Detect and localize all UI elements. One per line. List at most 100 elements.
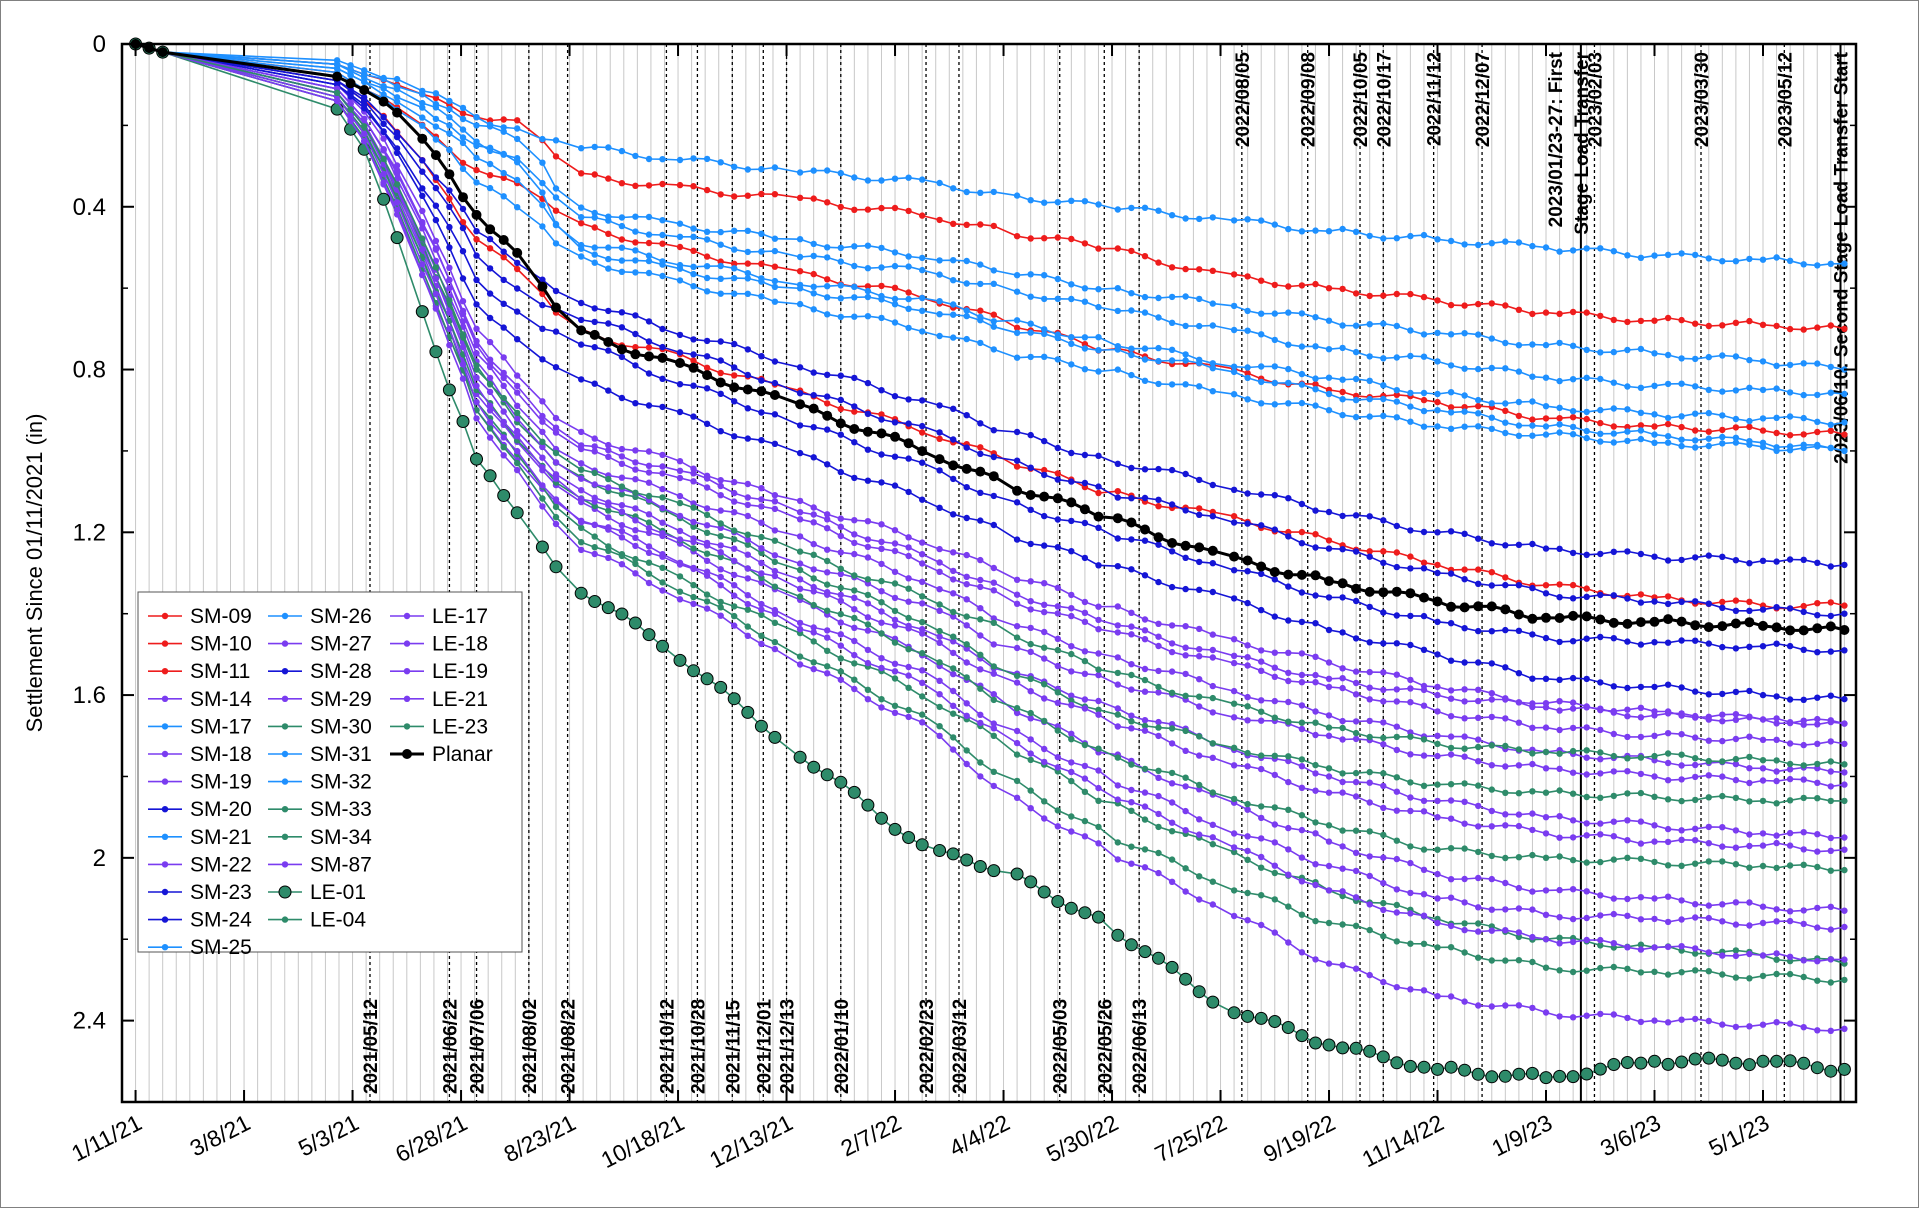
data-point bbox=[459, 219, 467, 226]
data-point bbox=[905, 713, 912, 721]
data-point bbox=[963, 659, 970, 666]
data-point bbox=[1569, 817, 1577, 824]
data-point bbox=[851, 283, 858, 290]
data-point bbox=[990, 222, 997, 230]
data-point bbox=[837, 313, 844, 321]
data-point bbox=[676, 156, 684, 164]
data-point bbox=[810, 424, 817, 431]
data-point bbox=[905, 263, 912, 270]
data-point bbox=[1786, 447, 1794, 454]
data-point bbox=[1054, 754, 1062, 761]
data-point bbox=[1196, 831, 1203, 838]
data-point bbox=[950, 334, 957, 341]
data-point bbox=[1597, 406, 1604, 414]
data-point bbox=[500, 369, 507, 377]
data-point bbox=[977, 307, 984, 314]
data-point bbox=[1258, 853, 1265, 861]
data-point bbox=[1434, 236, 1441, 243]
data-point bbox=[950, 638, 957, 645]
event-label: 2023/06/10: Second Stage Load Transfer S… bbox=[1832, 51, 1853, 464]
data-point bbox=[1095, 603, 1102, 610]
data-point bbox=[1339, 675, 1346, 682]
data-point bbox=[1141, 627, 1149, 634]
data-point bbox=[1230, 636, 1238, 643]
data-point bbox=[676, 596, 684, 603]
data-point bbox=[950, 436, 957, 443]
data-point bbox=[1434, 919, 1441, 927]
data-point bbox=[1258, 217, 1265, 224]
data-point bbox=[1339, 843, 1346, 850]
data-point bbox=[1719, 258, 1726, 265]
data-point bbox=[1182, 827, 1189, 834]
data-point bbox=[1624, 318, 1631, 326]
data-point bbox=[744, 512, 751, 520]
data-point bbox=[1420, 528, 1428, 536]
data-point bbox=[632, 330, 639, 338]
data-point bbox=[1664, 710, 1672, 717]
data-point bbox=[1312, 280, 1319, 288]
data-point bbox=[1678, 797, 1685, 805]
data-point bbox=[1168, 819, 1176, 826]
data-point bbox=[1095, 616, 1102, 624]
data-point bbox=[810, 290, 817, 297]
series-sm-24 bbox=[132, 40, 1848, 656]
series-sm-28 bbox=[132, 40, 1848, 703]
data-point bbox=[1366, 733, 1373, 741]
data-point bbox=[1054, 544, 1062, 551]
data-point bbox=[1447, 797, 1455, 804]
data-point bbox=[1651, 822, 1658, 829]
data-point bbox=[878, 560, 885, 568]
data-point bbox=[1209, 560, 1217, 567]
event-label: 2022/08/05 bbox=[1233, 52, 1254, 148]
data-point bbox=[1556, 429, 1563, 436]
data-point bbox=[807, 760, 821, 774]
data-point bbox=[1773, 956, 1780, 963]
data-point bbox=[1583, 967, 1590, 974]
data-point bbox=[659, 485, 666, 493]
data-point bbox=[1759, 691, 1767, 699]
data-point bbox=[1678, 862, 1685, 869]
data-point bbox=[1230, 744, 1238, 751]
data-point bbox=[875, 811, 888, 825]
data-point bbox=[1692, 734, 1699, 741]
data-point bbox=[1597, 245, 1604, 252]
data-point bbox=[1569, 834, 1577, 841]
data-point bbox=[1678, 436, 1685, 443]
data-point bbox=[1746, 255, 1753, 263]
data-point bbox=[1041, 326, 1048, 333]
data-point bbox=[645, 269, 653, 277]
data-point bbox=[1081, 554, 1089, 562]
data-point bbox=[1786, 696, 1794, 703]
data-point bbox=[851, 594, 858, 601]
data-point bbox=[837, 295, 844, 302]
data-point bbox=[1705, 794, 1713, 801]
data-point bbox=[703, 484, 711, 491]
data-point bbox=[514, 409, 521, 417]
data-point bbox=[1165, 960, 1179, 974]
data-point bbox=[659, 530, 666, 537]
series-sm-26 bbox=[132, 40, 1848, 399]
data-point bbox=[1664, 681, 1672, 688]
data-point bbox=[1196, 476, 1203, 484]
data-point bbox=[1841, 866, 1848, 874]
data-point bbox=[1732, 794, 1740, 802]
data-point bbox=[591, 435, 598, 442]
legend-entry: Planar bbox=[390, 743, 493, 766]
data-point bbox=[1461, 780, 1468, 787]
data-point bbox=[1827, 718, 1835, 726]
data-point bbox=[1114, 629, 1122, 636]
data-point bbox=[1461, 745, 1468, 752]
data-point bbox=[1258, 697, 1265, 704]
data-point bbox=[1380, 669, 1387, 676]
data-point bbox=[1759, 386, 1767, 394]
data-point bbox=[1380, 741, 1387, 748]
data-point bbox=[1800, 957, 1807, 964]
data-point bbox=[1054, 603, 1062, 610]
data-point bbox=[1841, 923, 1848, 931]
data-point bbox=[1515, 368, 1523, 375]
data-point bbox=[1258, 606, 1265, 614]
data-point bbox=[361, 130, 368, 137]
data-point bbox=[717, 477, 724, 484]
data-point bbox=[676, 499, 684, 507]
data-point bbox=[486, 374, 494, 382]
